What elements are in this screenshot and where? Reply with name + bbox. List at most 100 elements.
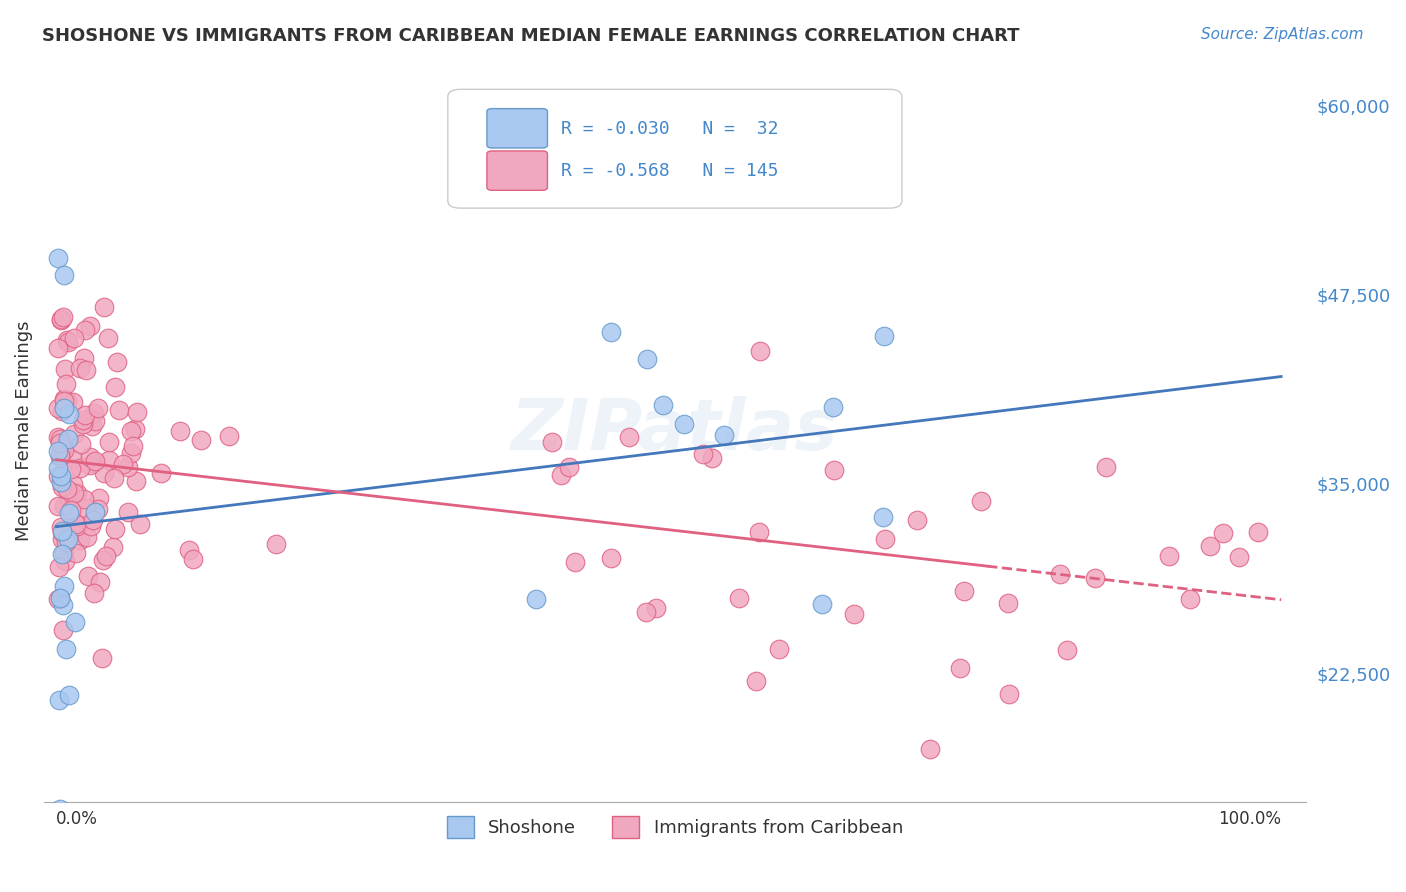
Point xyxy=(1227,550,1250,565)
Point xyxy=(48,436,70,450)
Point xyxy=(83,585,105,599)
Point xyxy=(844,607,866,621)
Point xyxy=(93,300,115,314)
Point xyxy=(53,554,76,568)
Point xyxy=(46,500,69,514)
Point xyxy=(169,424,191,438)
Point xyxy=(181,552,204,566)
Point xyxy=(105,354,128,368)
Point xyxy=(150,467,173,481)
Point xyxy=(727,591,749,605)
Point xyxy=(63,485,86,500)
Point xyxy=(69,461,91,475)
Point xyxy=(768,641,790,656)
Point xyxy=(104,522,127,536)
Point xyxy=(190,434,212,448)
Point xyxy=(53,579,76,593)
Point xyxy=(55,535,77,549)
Point xyxy=(905,513,928,527)
Point xyxy=(51,469,73,483)
Point xyxy=(80,518,103,533)
Point xyxy=(48,693,70,707)
Point xyxy=(72,417,94,432)
Point xyxy=(66,518,89,533)
Point xyxy=(56,533,79,547)
Point xyxy=(112,458,135,472)
Point xyxy=(79,319,101,334)
Point xyxy=(91,553,114,567)
Point xyxy=(48,450,70,465)
Point xyxy=(79,450,101,464)
Text: ZIPatlas: ZIPatlas xyxy=(512,396,838,466)
Point xyxy=(66,485,89,500)
Point xyxy=(65,546,87,560)
Point xyxy=(52,499,75,513)
Point xyxy=(91,651,114,665)
Point xyxy=(564,555,586,569)
Text: Source: ZipAtlas.com: Source: ZipAtlas.com xyxy=(1201,27,1364,42)
Point xyxy=(745,673,768,688)
Point xyxy=(62,452,84,467)
Point xyxy=(104,380,127,394)
Point xyxy=(46,444,69,458)
Point xyxy=(46,252,69,266)
Point xyxy=(541,435,564,450)
Point xyxy=(63,331,86,345)
Point xyxy=(600,551,623,566)
Point xyxy=(58,492,80,507)
Point xyxy=(51,524,73,538)
Point xyxy=(46,341,69,355)
Point xyxy=(49,313,72,327)
Point xyxy=(94,549,117,564)
Point xyxy=(634,605,657,619)
Point xyxy=(76,530,98,544)
Point xyxy=(949,661,972,675)
Point xyxy=(969,494,991,508)
Point xyxy=(98,434,121,449)
Legend: Shoshone, Immigrants from Caribbean: Shoshone, Immigrants from Caribbean xyxy=(440,809,910,846)
Point xyxy=(125,474,148,488)
Text: 0.0%: 0.0% xyxy=(56,810,98,828)
Point xyxy=(52,599,75,613)
Point xyxy=(1159,549,1181,564)
Point xyxy=(46,592,69,607)
Point xyxy=(121,424,143,438)
Point xyxy=(749,344,772,359)
Point xyxy=(73,491,96,506)
Point xyxy=(69,437,91,451)
Point xyxy=(82,456,104,470)
Point xyxy=(73,351,96,366)
Point xyxy=(823,463,845,477)
Point xyxy=(53,442,76,457)
Point xyxy=(52,310,75,324)
Point xyxy=(617,430,640,444)
Point xyxy=(108,402,131,417)
Point xyxy=(82,513,104,527)
Point xyxy=(51,476,73,491)
Point xyxy=(558,460,581,475)
Point xyxy=(52,401,75,416)
Point xyxy=(179,542,201,557)
Point xyxy=(75,363,97,377)
FancyBboxPatch shape xyxy=(486,109,547,148)
Point xyxy=(103,471,125,485)
Point xyxy=(821,400,844,414)
FancyBboxPatch shape xyxy=(447,89,903,208)
Point xyxy=(524,591,547,606)
Point xyxy=(89,575,111,590)
Point xyxy=(1095,460,1118,475)
Text: SHOSHONE VS IMMIGRANTS FROM CARIBBEAN MEDIAN FEMALE EARNINGS CORRELATION CHART: SHOSHONE VS IMMIGRANTS FROM CARIBBEAN ME… xyxy=(42,27,1019,45)
Point xyxy=(59,503,82,517)
Point xyxy=(49,432,72,446)
Point xyxy=(952,584,974,599)
Point xyxy=(748,525,770,540)
Point xyxy=(97,330,120,344)
Point xyxy=(58,507,80,521)
Point xyxy=(652,398,675,412)
Point xyxy=(636,352,658,367)
Point xyxy=(120,446,142,460)
Point xyxy=(872,510,894,524)
Point xyxy=(51,547,73,561)
Point xyxy=(63,426,86,441)
Point xyxy=(51,480,73,494)
